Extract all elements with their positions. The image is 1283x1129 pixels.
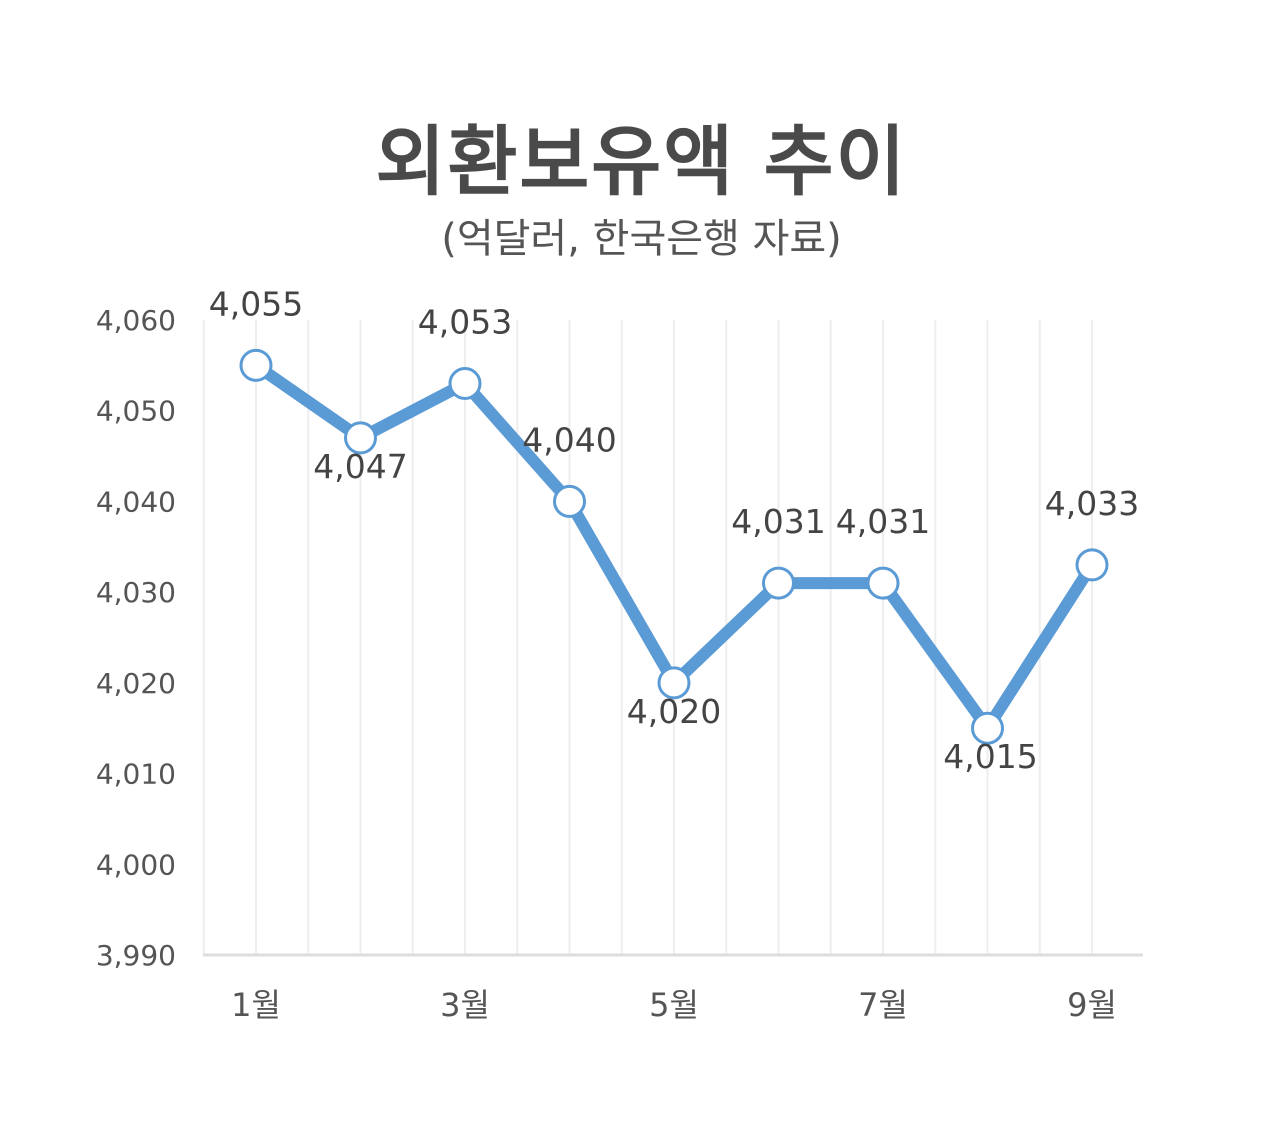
data-label: 4,020	[627, 692, 721, 731]
data-point-marker	[657, 666, 691, 700]
data-point-marker	[762, 566, 795, 600]
data-label: 4,040	[522, 420, 616, 459]
data-point-marker	[239, 348, 273, 382]
data-point-marker	[971, 711, 1004, 745]
x-tick-label: 5월	[649, 986, 699, 1024]
y-tick-label: 4,060	[96, 304, 176, 337]
chart-title: 외환보유액 추이	[375, 117, 908, 206]
data-point-marker	[448, 367, 482, 400]
x-tick-label: 7월	[858, 986, 908, 1024]
y-tick-label: 4,010	[96, 758, 176, 791]
data-label: 4,031	[836, 502, 930, 541]
y-tick-label: 4,020	[96, 667, 176, 700]
data-label: 4,031	[731, 502, 825, 541]
data-label: 4,015	[943, 737, 1037, 776]
data-label: 4,047	[313, 447, 407, 486]
y-tick-label: 4,030	[96, 576, 176, 609]
data-point-marker	[1075, 548, 1109, 582]
x-tick-label: 1월	[231, 986, 281, 1024]
data-label: 4,053	[418, 303, 512, 342]
data-label: 4,033	[1045, 484, 1139, 523]
x-tick-label: 9월	[1067, 986, 1117, 1024]
y-tick-label: 4,040	[96, 485, 176, 518]
y-tick-label: 3,990	[96, 939, 176, 972]
data-point-marker	[344, 421, 377, 455]
y-tick-label: 4,050	[96, 395, 176, 428]
chart-subtitle: (억달러, 한국은행 자료)	[441, 216, 842, 262]
axes: 3,990 4,000 4,010 4,020 4,030 4,040 4,050 4,060…	[96, 304, 1143, 1024]
data-point-marker	[866, 566, 900, 600]
y-tick-label: 4,000	[96, 848, 176, 881]
grid-lines	[202, 320, 1093, 955]
data-markers	[239, 348, 1109, 745]
x-tick-label: 3월	[440, 986, 490, 1024]
data-label: 4,055	[209, 284, 303, 323]
data-labels: 4,055 4,047 4,053 4,040 4,020 4,031 4,031 4,015…	[209, 284, 1139, 776]
data-point-marker	[553, 484, 586, 518]
